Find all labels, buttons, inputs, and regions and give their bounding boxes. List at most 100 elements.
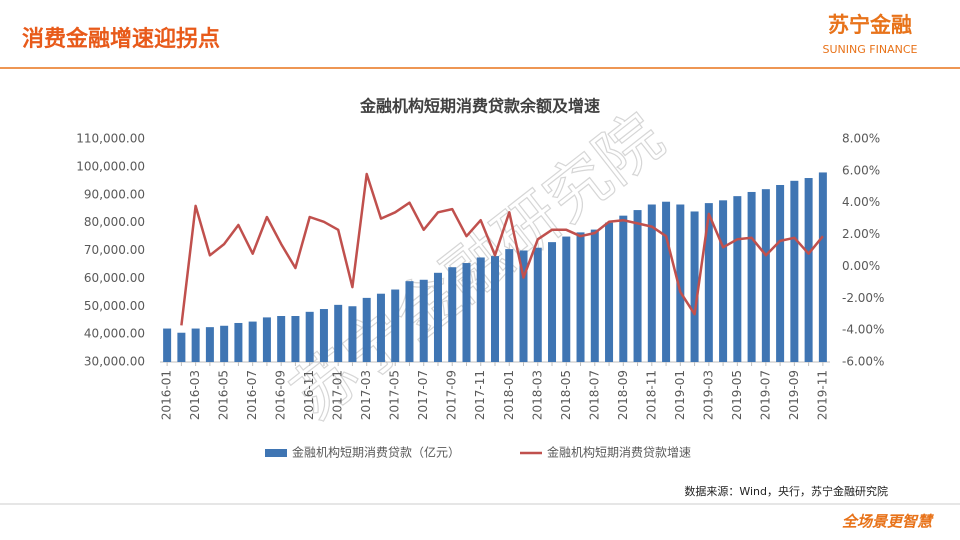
y2-tick-label: -4.00% xyxy=(842,323,884,337)
bar xyxy=(205,327,214,362)
bar xyxy=(433,272,442,362)
x-tick-label: 2016-07 xyxy=(245,370,259,420)
x-tick-label: 2019-01 xyxy=(673,370,687,420)
y-tick-label: 110,000.00 xyxy=(76,132,145,146)
bar xyxy=(391,289,400,362)
bar xyxy=(590,229,599,362)
bar xyxy=(633,210,642,362)
bar xyxy=(491,256,499,362)
bar xyxy=(704,203,713,362)
x-tick-label: 2016-01 xyxy=(160,370,174,420)
y-tick-label: 50,000.00 xyxy=(84,299,145,313)
y2-tick-label: -2.00% xyxy=(842,291,884,305)
y-tick-label: 30,000.00 xyxy=(84,355,145,369)
bar xyxy=(376,293,385,362)
bar xyxy=(319,309,328,362)
bar xyxy=(776,184,785,362)
bar xyxy=(761,189,770,362)
bar xyxy=(191,328,200,362)
bar xyxy=(277,316,286,362)
bar xyxy=(676,204,685,362)
bar xyxy=(818,172,827,362)
slide-title: 消费金融增速迎拐点 xyxy=(22,26,220,52)
x-tick-label: 2018-07 xyxy=(587,370,601,420)
source: 数据来源：Wind，央行，苏宁金融研究院 xyxy=(684,484,888,498)
y2-tick-label: 0.00% xyxy=(842,259,880,273)
y2-tick-label: 2.00% xyxy=(842,227,880,241)
y2-tick-label: -6.00% xyxy=(842,355,884,369)
bar xyxy=(662,201,671,362)
chart-title: 金融机构短期消费贷款余额及增速 xyxy=(359,97,600,116)
x-tick-label: 2018-09 xyxy=(616,370,630,420)
legend-swatch xyxy=(265,449,287,457)
bar xyxy=(462,263,471,362)
bar xyxy=(177,332,186,362)
y-tick-label: 80,000.00 xyxy=(84,215,145,229)
bar xyxy=(733,196,742,362)
logo: 苏宁金融 xyxy=(828,13,912,37)
legend-label: 金融机构短期消费贷款（亿元） xyxy=(292,445,460,460)
x-tick-label: 2018-11 xyxy=(644,370,658,420)
logo-sub: SUNING FINANCE xyxy=(823,43,918,56)
bar xyxy=(562,236,571,362)
legend-label: 金融机构短期消费贷款增速 xyxy=(547,445,691,460)
bar xyxy=(690,211,699,362)
bar xyxy=(291,316,300,362)
plot: 30,000.00 40,000.00 50,000.00 60,000.00 70,0… xyxy=(76,132,884,460)
bar xyxy=(220,325,229,362)
y2-tick-label: 4.00% xyxy=(842,195,880,209)
x-tick-label: 2018-01 xyxy=(502,370,516,420)
bar xyxy=(334,304,343,362)
bar xyxy=(647,204,656,362)
bar xyxy=(234,322,243,362)
y-tick-label: 70,000.00 xyxy=(84,243,145,257)
x-tick-label: 2019-09 xyxy=(787,370,801,420)
x-tick-label: 2019-07 xyxy=(758,370,772,420)
x-tick-label: 2017-03 xyxy=(359,370,373,420)
x-tick-label: 2017-09 xyxy=(445,370,459,420)
bar xyxy=(619,215,628,362)
x-tick-label: 2016-05 xyxy=(217,370,231,420)
bar xyxy=(804,178,813,362)
y-tick-label: 90,000.00 xyxy=(84,187,145,201)
x-tick-label: 2016-11 xyxy=(302,370,316,420)
x-tick-label: 2019-05 xyxy=(730,370,744,420)
bar xyxy=(505,249,514,362)
bar xyxy=(248,321,257,362)
bar xyxy=(476,257,485,362)
x-tick-label: 2017-01 xyxy=(331,370,345,420)
bar xyxy=(605,222,614,362)
bar xyxy=(262,317,271,362)
bar xyxy=(305,311,314,362)
footer-slogan: 全场景更智慧 xyxy=(842,513,934,531)
y-tick-label: 40,000.00 xyxy=(84,327,145,341)
bar xyxy=(790,180,799,362)
x-tick-label: 2016-09 xyxy=(274,370,288,420)
x-tick-label: 2017-07 xyxy=(416,370,430,420)
x-tick-label: 2018-05 xyxy=(559,370,573,420)
bar xyxy=(747,191,756,362)
bar xyxy=(519,250,528,362)
bar xyxy=(419,279,428,362)
x-tick-label: 2017-11 xyxy=(473,370,487,420)
y-tick-label: 60,000.00 xyxy=(84,271,145,285)
bar xyxy=(576,232,585,362)
y-tick-label: 100,000.00 xyxy=(76,159,145,173)
y2-tick-label: 6.00% xyxy=(842,163,880,177)
bar xyxy=(362,297,371,362)
y2-tick-label: 8.00% xyxy=(842,132,880,146)
x-tick-label: 2019-03 xyxy=(701,370,715,420)
line xyxy=(180,172,824,326)
bar xyxy=(163,328,172,362)
bar xyxy=(448,267,457,362)
bar xyxy=(405,281,414,362)
bar xyxy=(548,242,557,362)
x-tick-label: 2017-05 xyxy=(388,370,402,420)
x-tick-label: 2018-03 xyxy=(530,370,544,420)
bar xyxy=(348,306,357,362)
x-tick-label: 2019-11 xyxy=(815,370,829,420)
x-tick-label: 2016-03 xyxy=(188,370,202,420)
bar xyxy=(719,200,728,362)
bar xyxy=(533,247,542,362)
